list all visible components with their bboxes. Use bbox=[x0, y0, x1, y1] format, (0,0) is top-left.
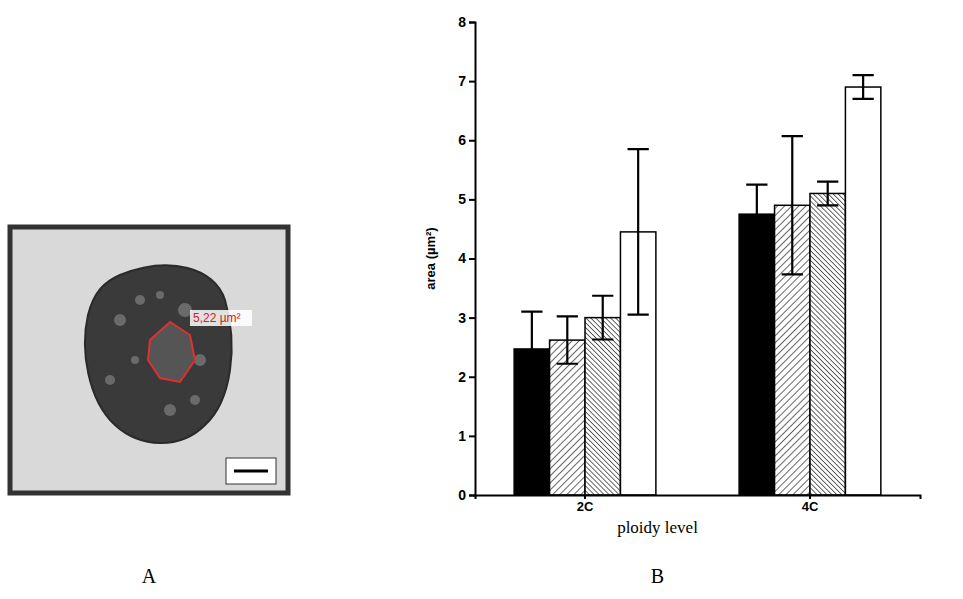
chromatin-spot bbox=[105, 375, 115, 385]
bar bbox=[845, 87, 880, 495]
y-tick-mark bbox=[469, 258, 475, 260]
y-tick: 6 bbox=[458, 132, 475, 148]
error-bar bbox=[557, 316, 578, 363]
bar bbox=[810, 193, 845, 495]
y-tick-mark bbox=[469, 81, 475, 83]
y-tick: 7 bbox=[458, 73, 475, 89]
error-bar bbox=[592, 296, 613, 340]
y-tick: 2 bbox=[458, 369, 475, 385]
y-tick-mark bbox=[469, 317, 475, 319]
y-tick-mark bbox=[469, 140, 475, 142]
y-tick-label: 5 bbox=[458, 191, 466, 207]
measured-region bbox=[148, 322, 195, 382]
x-tick-label: 4C bbox=[802, 499, 819, 514]
error-bars bbox=[592, 182, 838, 340]
y-tick-mark bbox=[469, 22, 475, 24]
chromatin-spot bbox=[178, 303, 192, 317]
chromatin-spot bbox=[156, 291, 164, 299]
error-bars bbox=[557, 136, 803, 364]
bar-series bbox=[620, 87, 880, 495]
y-tick-mark bbox=[469, 435, 475, 437]
y-tick: 0 bbox=[458, 487, 475, 503]
annotation-ground bbox=[190, 310, 252, 326]
y-tick: 8 bbox=[458, 14, 475, 30]
y-axis: 0 1 2 3 4 5 6 7 8 bbox=[458, 14, 475, 503]
chromatin-spot bbox=[135, 295, 145, 305]
error-bar bbox=[817, 182, 838, 206]
chromatin-spot bbox=[164, 404, 176, 416]
error-bars bbox=[521, 185, 767, 387]
y-tick-label: 2 bbox=[458, 369, 466, 385]
chromatin-spot bbox=[190, 395, 200, 405]
x-axis-line bbox=[476, 496, 921, 500]
bar-series bbox=[585, 193, 845, 495]
y-tick-label: 6 bbox=[458, 132, 466, 148]
chromatin-spot bbox=[114, 314, 126, 326]
error-bars bbox=[628, 75, 874, 314]
y-tick: 5 bbox=[458, 191, 475, 207]
y-tick-label: 4 bbox=[458, 250, 466, 266]
bar bbox=[739, 214, 774, 495]
chromatin-spot bbox=[131, 356, 139, 364]
y-tick: 3 bbox=[458, 310, 475, 326]
image-frame bbox=[10, 227, 288, 493]
error-bar bbox=[521, 312, 542, 386]
area-annotation: 5,22 µm² bbox=[193, 311, 241, 325]
x-tick: 2C bbox=[577, 495, 594, 514]
error-bar bbox=[782, 136, 803, 274]
scale-bar-box bbox=[226, 458, 276, 484]
y-axis-title: area (µm²) bbox=[423, 227, 438, 289]
scale-bar bbox=[234, 470, 268, 473]
y-tick-label: 1 bbox=[458, 428, 466, 444]
y-tick: 1 bbox=[458, 428, 475, 444]
x-tick-label: 2C bbox=[577, 499, 594, 514]
nucleus bbox=[85, 265, 232, 443]
error-bar bbox=[746, 185, 767, 244]
error-bar bbox=[628, 149, 649, 315]
x-axis-title: ploidy level bbox=[617, 518, 698, 537]
y-tick-label: 8 bbox=[458, 14, 466, 30]
y-tick-label: 3 bbox=[458, 310, 466, 326]
y-tick-mark bbox=[469, 495, 475, 497]
y-tick-mark bbox=[469, 199, 475, 201]
bar-series bbox=[514, 214, 774, 495]
plot-area bbox=[514, 75, 881, 495]
bar-series bbox=[550, 205, 810, 495]
x-tick: 4C bbox=[802, 495, 819, 514]
error-bar bbox=[853, 75, 874, 99]
panel-label: B bbox=[651, 565, 664, 587]
y-tick-mark bbox=[469, 376, 475, 378]
x-axis: 2C 4C bbox=[476, 495, 921, 514]
bar bbox=[585, 318, 620, 495]
panel-a: 5,22 µm² bbox=[10, 227, 288, 493]
panel-label: A bbox=[142, 565, 157, 587]
y-tick-label: 7 bbox=[458, 73, 466, 89]
y-tick-label: 0 bbox=[458, 487, 466, 503]
y-tick: 4 bbox=[458, 250, 475, 266]
y-axis-line bbox=[469, 23, 476, 496]
figure: 5,22 µm² A 0 1 2 3 4 5 6 7 8 2C 4C ploidy level area (… bbox=[0, 0, 963, 599]
